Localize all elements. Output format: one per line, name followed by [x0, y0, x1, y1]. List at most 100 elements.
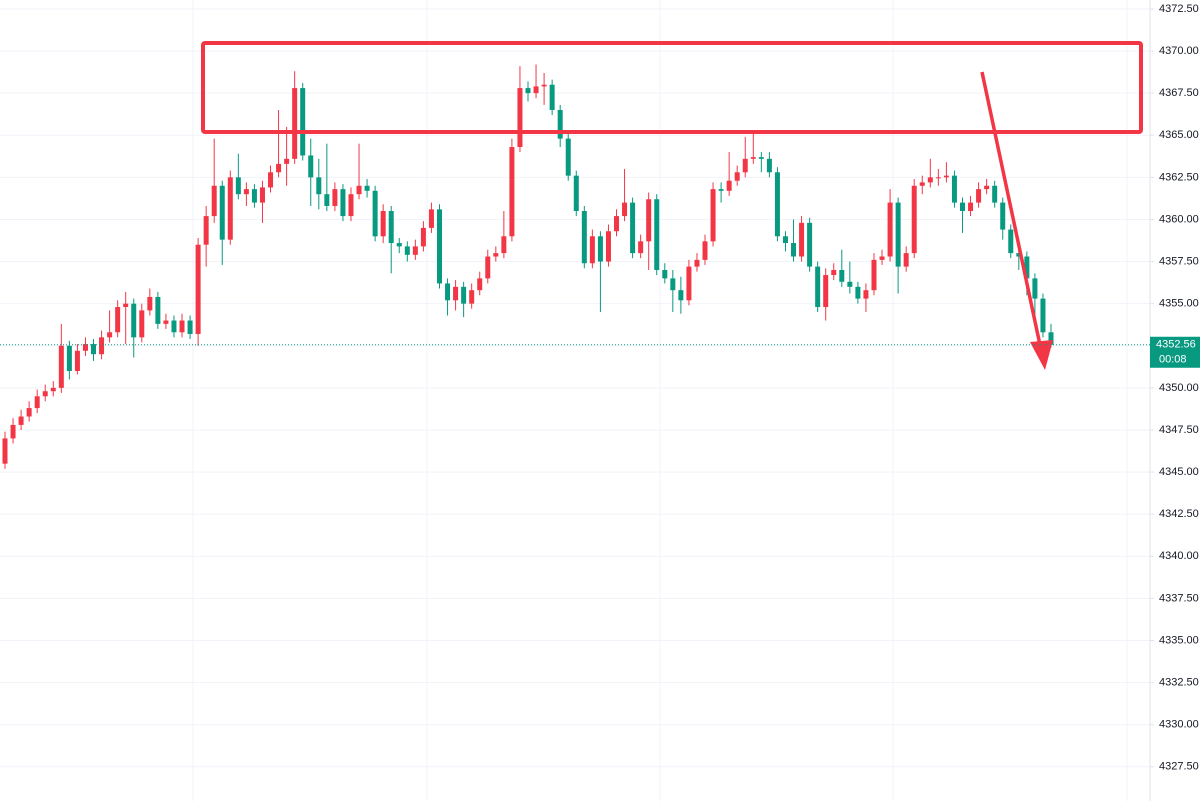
y-tick-label: 4340.00 — [1159, 550, 1199, 562]
candle-body — [734, 172, 740, 181]
price-axis: 4327.50 4330.00 4332.50 4335.00 4337.50 4340.… — [1150, 3, 1199, 773]
annotations — [201, 41, 1143, 370]
candle-body — [251, 189, 257, 203]
candle-body — [662, 269, 668, 279]
candle-body — [1024, 256, 1030, 279]
y-tick-label: 4350.00 — [1159, 382, 1199, 394]
candle-body — [485, 256, 491, 279]
candle-body — [782, 236, 788, 244]
candle-body — [155, 296, 161, 324]
candle-body — [316, 177, 322, 195]
y-tick-label: 4367.50 — [1159, 87, 1199, 99]
candle-body — [396, 243, 402, 247]
candle-body — [380, 211, 386, 237]
candles — [2, 64, 1054, 469]
candle-body — [943, 175, 949, 178]
candle-body — [195, 244, 201, 334]
candle-body — [533, 86, 539, 94]
candle-body — [1040, 298, 1046, 333]
candle-body — [815, 266, 821, 308]
candle-body — [742, 158, 748, 173]
candle-body — [799, 222, 805, 257]
candle-body — [702, 241, 708, 260]
candle-body — [589, 236, 595, 264]
candle-body — [187, 320, 193, 334]
candle-body — [1016, 253, 1022, 257]
last-price-label: 4352.56 — [1156, 339, 1196, 351]
candle-body — [99, 337, 105, 355]
candle-body — [509, 147, 515, 237]
y-tick-label: 4327.50 — [1159, 761, 1199, 773]
candle-body — [477, 278, 483, 291]
candle-body — [573, 175, 579, 212]
candle-body — [638, 241, 644, 254]
candle-body — [388, 211, 394, 244]
candle-body — [107, 332, 113, 338]
candle-body — [163, 320, 169, 324]
candle-body — [951, 175, 957, 203]
candle-body — [968, 202, 974, 212]
candle-body — [18, 416, 24, 425]
y-tick-label: 4332.50 — [1159, 677, 1199, 689]
candle-body — [919, 182, 925, 186]
candle-body — [412, 246, 418, 255]
candle-body — [959, 202, 965, 212]
candle-body — [654, 199, 660, 270]
candle-body — [863, 290, 869, 299]
candle-body — [2, 438, 8, 464]
candle-body — [10, 424, 16, 439]
y-tick-label: 4370.00 — [1159, 45, 1199, 57]
candle-body — [758, 157, 764, 159]
candle-body — [292, 88, 298, 159]
candle-body — [372, 190, 378, 237]
candle-body — [903, 253, 909, 267]
candle-body — [34, 396, 40, 409]
candle-body — [123, 303, 129, 308]
y-tick-label: 4345.00 — [1159, 466, 1199, 478]
candle-body — [211, 185, 217, 217]
candle-body — [839, 269, 845, 282]
candle-body — [879, 256, 885, 260]
candle-body — [750, 157, 756, 159]
candle-body — [235, 177, 241, 195]
candle-body — [453, 286, 459, 301]
candle-body — [517, 88, 523, 148]
y-tick-label: 4355.00 — [1159, 298, 1199, 310]
y-tick-label: 4365.00 — [1159, 129, 1199, 141]
candle-body — [1000, 202, 1006, 230]
candle-body — [404, 246, 410, 255]
candle-body — [911, 185, 917, 254]
countdown-label: 00:08 — [1159, 354, 1187, 366]
candle-body — [259, 187, 265, 203]
candle-body — [179, 320, 185, 333]
candle-body — [139, 310, 145, 338]
candle-body — [565, 138, 571, 176]
candle-body — [340, 189, 346, 217]
candle-body — [927, 177, 933, 183]
candle-body — [766, 158, 772, 173]
trend-arrow — [980, 71, 1042, 346]
candle-body — [1032, 278, 1038, 299]
candle-body — [436, 209, 442, 284]
candle-body — [308, 155, 314, 178]
resistance-box — [201, 41, 1143, 134]
arrow-head — [1030, 340, 1053, 370]
candle-body — [461, 286, 467, 304]
candle-body — [131, 303, 137, 338]
y-tick-label: 4335.00 — [1159, 634, 1199, 646]
candle-body — [605, 231, 611, 262]
candle-body — [791, 243, 797, 257]
candle-body — [276, 163, 282, 173]
candle-body — [992, 185, 998, 203]
candle-body — [581, 211, 587, 264]
candle-body — [614, 216, 620, 232]
y-tick-label: 4362.50 — [1159, 171, 1199, 183]
candle-body — [976, 189, 982, 203]
y-tick-label: 4337.50 — [1159, 592, 1199, 604]
candle-body — [823, 275, 829, 308]
y-tick-label: 4330.00 — [1159, 719, 1199, 731]
candle-body — [203, 216, 209, 245]
candle-body — [726, 180, 732, 191]
